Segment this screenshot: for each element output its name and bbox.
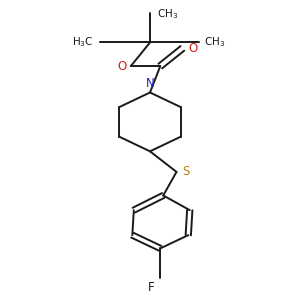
Text: H$_3$C: H$_3$C [73,36,94,50]
Text: CH$_3$: CH$_3$ [158,8,178,21]
Text: O: O [117,59,126,73]
Text: O: O [188,42,197,55]
Text: N: N [146,76,154,90]
Text: CH$_3$: CH$_3$ [205,36,226,50]
Text: S: S [182,165,190,178]
Text: F: F [148,281,154,294]
